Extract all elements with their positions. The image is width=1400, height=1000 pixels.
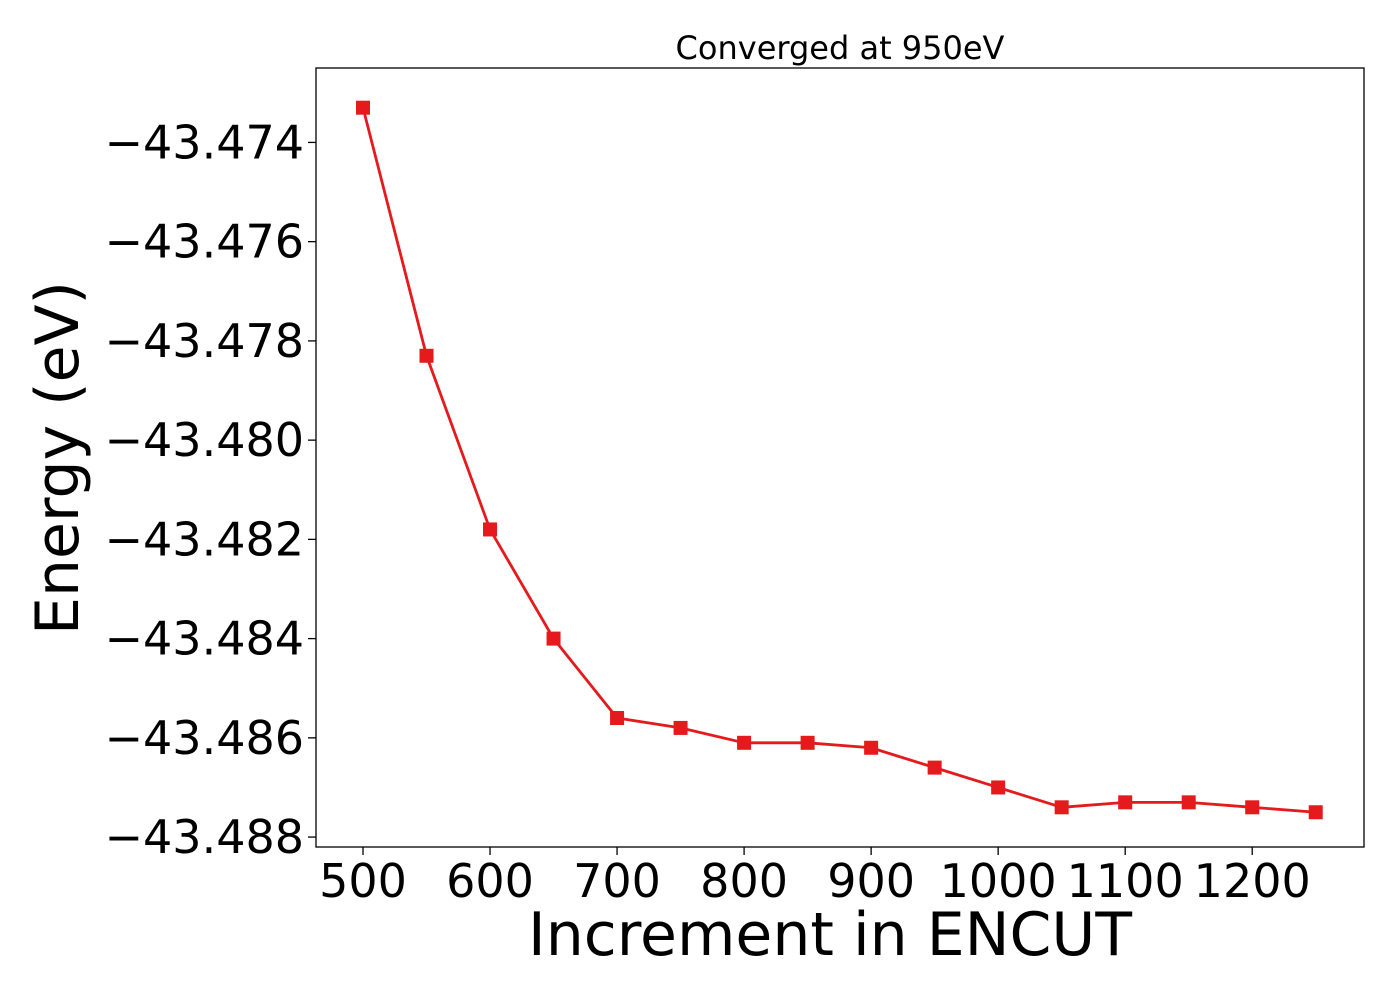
y-axis-label: Energy (eV): [23, 281, 93, 635]
series-line: [361, 107, 1316, 814]
y-tick-label: −43.476: [105, 215, 305, 269]
x-tick-label: 900: [827, 854, 915, 908]
x-tick-label: 1100: [1067, 854, 1184, 908]
y-tick-label: −43.478: [105, 314, 305, 368]
y-tick-label: −43.486: [105, 711, 305, 765]
data-point: [927, 760, 942, 775]
x-axis: 500 600 700 800 900 1000 1100 1200: [319, 847, 1311, 908]
data-point: [610, 710, 625, 725]
data-point: [1245, 800, 1260, 815]
data-point: [864, 740, 879, 755]
y-axis: −43.474 −43.476 −43.478 −43.480 −43.482 −43.4…: [105, 115, 316, 864]
x-tick-label: 1000: [940, 854, 1057, 908]
data-point: [1118, 795, 1133, 810]
x-tick-label: 700: [573, 854, 661, 908]
x-tick-label: 500: [319, 854, 407, 908]
data-point: [673, 720, 688, 735]
data-point: [1181, 795, 1196, 810]
plot-frame: [315, 67, 1365, 848]
data-point: [483, 522, 498, 537]
data-point: [800, 735, 815, 750]
y-tick-label: −43.482: [105, 512, 305, 566]
y-tick-label: −43.474: [105, 115, 305, 169]
data-point: [991, 780, 1006, 795]
x-tick-label: 800: [700, 854, 788, 908]
series-markers: [356, 100, 1323, 820]
y-tick-label: −43.488: [105, 810, 305, 864]
chart-title: Converged at 950eV: [676, 29, 1005, 67]
data-point: [419, 348, 434, 363]
data-point: [737, 735, 752, 750]
x-tick-label: 1200: [1194, 854, 1311, 908]
data-point: [356, 100, 371, 115]
data-point: [546, 631, 561, 646]
x-tick-label: 600: [446, 854, 534, 908]
y-tick-label: −43.480: [105, 413, 305, 467]
data-point: [1054, 800, 1069, 815]
plot-area: [315, 67, 1365, 848]
data-point: [1308, 805, 1323, 820]
x-axis-label: Increment in ENCUT: [528, 900, 1132, 970]
y-tick-label: −43.484: [105, 612, 305, 666]
